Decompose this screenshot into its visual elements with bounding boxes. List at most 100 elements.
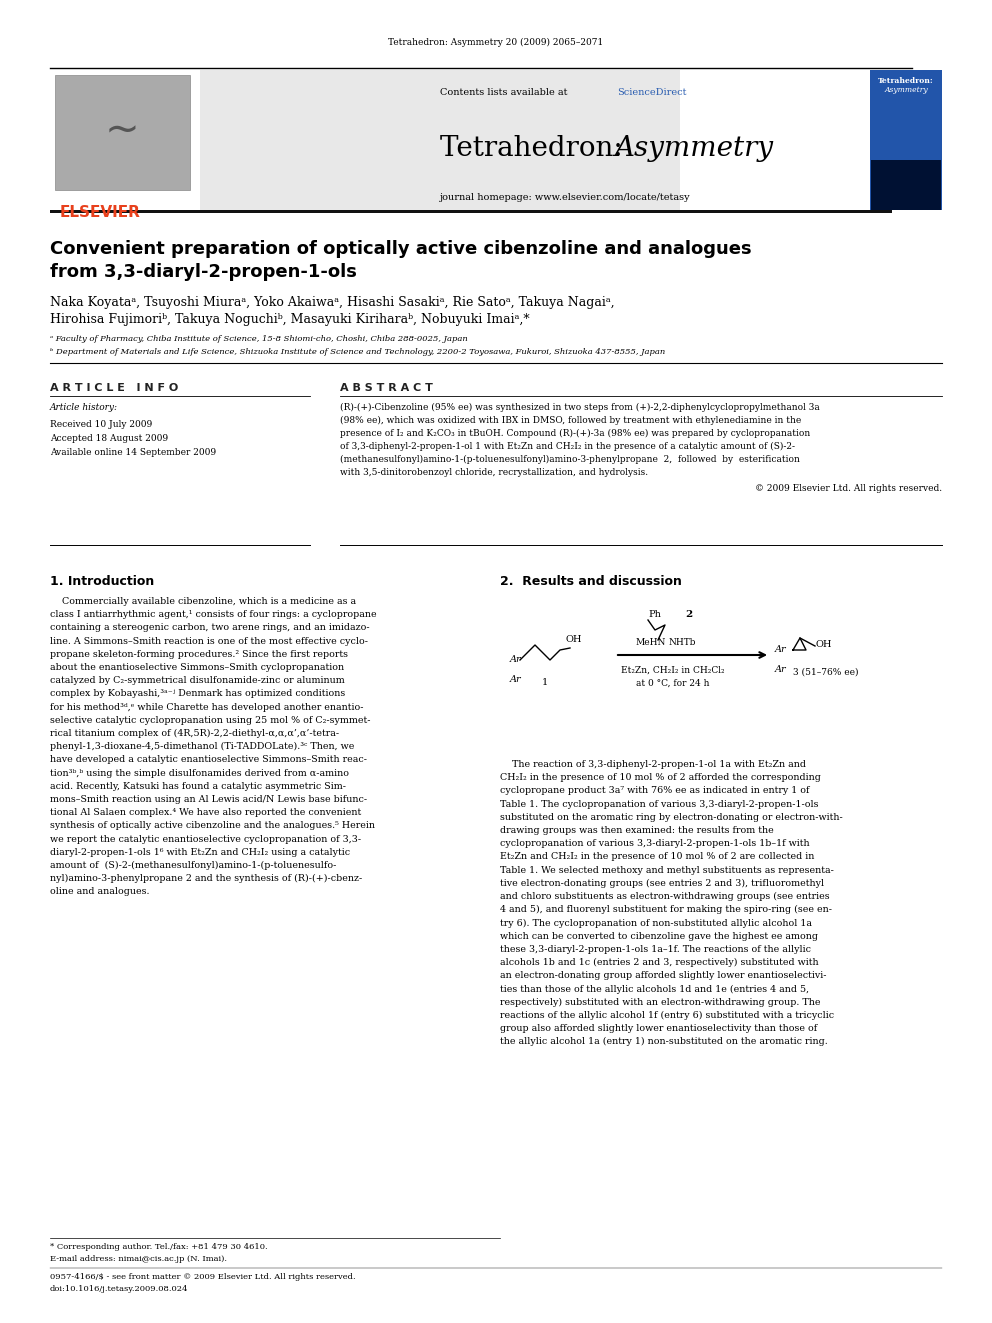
- Text: Convenient preparation of optically active cibenzoline and analogues: Convenient preparation of optically acti…: [50, 239, 752, 258]
- Text: containing a stereogenic carbon, two arene rings, and an imidazo-: containing a stereogenic carbon, two are…: [50, 623, 370, 632]
- Text: reactions of the allylic alcohol 1f (entry 6) substituted with a tricyclic: reactions of the allylic alcohol 1f (ent…: [500, 1011, 834, 1020]
- Text: Contents lists available at: Contents lists available at: [440, 89, 570, 97]
- Text: and chloro substituents as electron-withdrawing groups (see entries: and chloro substituents as electron-with…: [500, 892, 829, 901]
- Text: synthesis of optically active cibenzoline and the analogues.⁵ Herein: synthesis of optically active cibenzolin…: [50, 822, 375, 831]
- Text: ᵇ Department of Materials and Life Science, Shizuoka Institute of Science and Te: ᵇ Department of Materials and Life Scien…: [50, 348, 666, 356]
- Text: * Corresponding author. Tel./fax: +81 479 30 4610.: * Corresponding author. Tel./fax: +81 47…: [50, 1244, 268, 1252]
- Text: Ar: Ar: [510, 675, 522, 684]
- Text: an electron-donating group afforded slightly lower enantioselectivi-: an electron-donating group afforded slig…: [500, 971, 826, 980]
- Text: Hirohisa Fujimoriᵇ, Takuya Noguchiᵇ, Masayuki Kiriharaᵇ, Nobuyuki Imaiᵃ,*: Hirohisa Fujimoriᵇ, Takuya Noguchiᵇ, Mas…: [50, 314, 530, 325]
- Text: Tetrahedron: Asymmetry 20 (2009) 2065–2071: Tetrahedron: Asymmetry 20 (2009) 2065–20…: [389, 38, 603, 48]
- Text: diaryl-2-propen-1-ols 1⁶ with Et₂Zn and CH₂I₂ using a catalytic: diaryl-2-propen-1-ols 1⁶ with Et₂Zn and …: [50, 848, 350, 857]
- Text: line. A Simmons–Smith reaction is one of the most effective cyclo-: line. A Simmons–Smith reaction is one of…: [50, 636, 368, 646]
- Text: from 3,3-diaryl-2-propen-1-ols: from 3,3-diaryl-2-propen-1-ols: [50, 263, 357, 280]
- Text: Et₂Zn and CH₂I₂ in the presence of 10 mol % of 2 are collected in: Et₂Zn and CH₂I₂ in the presence of 10 mo…: [500, 852, 814, 861]
- Text: cyclopropane product 3a⁷ with 76% ee as indicated in entry 1 of: cyclopropane product 3a⁷ with 76% ee as …: [500, 786, 809, 795]
- Text: 4 and 5), and fluorenyl substituent for making the spiro-ring (see en-: 4 and 5), and fluorenyl substituent for …: [500, 905, 832, 914]
- Text: Tetrahedron:: Tetrahedron:: [878, 77, 933, 85]
- Text: A B S T R A C T: A B S T R A C T: [340, 382, 433, 393]
- Text: ties than those of the allylic alcohols 1d and 1e (entries 4 and 5,: ties than those of the allylic alcohols …: [500, 984, 809, 994]
- Text: Ph: Ph: [649, 610, 662, 619]
- Text: selective catalytic cyclopropanation using 25 mol % of C₂-symmet-: selective catalytic cyclopropanation usi…: [50, 716, 370, 725]
- Text: The reaction of 3,3-diphenyl-2-propen-1-ol 1a with Et₂Zn and: The reaction of 3,3-diphenyl-2-propen-1-…: [500, 759, 806, 769]
- Text: doi:10.1016/j.tetasy.2009.08.024: doi:10.1016/j.tetasy.2009.08.024: [50, 1285, 188, 1293]
- Text: complex by Kobayashi,³ᵃ⁻ʲ Denmark has optimized conditions: complex by Kobayashi,³ᵃ⁻ʲ Denmark has op…: [50, 689, 345, 699]
- Text: CH₂I₂ in the presence of 10 mol % of 2 afforded the corresponding: CH₂I₂ in the presence of 10 mol % of 2 a…: [500, 773, 820, 782]
- Text: Ar: Ar: [510, 655, 522, 664]
- Text: Et₂Zn, CH₂I₂ in CH₂Cl₂: Et₂Zn, CH₂I₂ in CH₂Cl₂: [621, 665, 725, 675]
- Text: ELSEVIER: ELSEVIER: [60, 205, 141, 220]
- Text: the allylic alcohol 1a (entry 1) non-substituted on the aromatic ring.: the allylic alcohol 1a (entry 1) non-sub…: [500, 1037, 827, 1046]
- Bar: [50, 210, 892, 213]
- Text: 2.  Results and discussion: 2. Results and discussion: [500, 576, 682, 587]
- Text: OH: OH: [815, 640, 831, 650]
- Text: drawing groups was then examined: the results from the: drawing groups was then examined: the re…: [500, 826, 774, 835]
- Text: acid. Recently, Katsuki has found a catalytic asymmetric Sim-: acid. Recently, Katsuki has found a cata…: [50, 782, 346, 791]
- Text: Asymmetry: Asymmetry: [614, 135, 773, 161]
- Text: (98% ee), which was oxidized with IBX in DMSO, followed by treatment with ethyle: (98% ee), which was oxidized with IBX in…: [340, 415, 802, 425]
- Text: alcohols 1b and 1c (entries 2 and 3, respectively) substituted with: alcohols 1b and 1c (entries 2 and 3, res…: [500, 958, 818, 967]
- Text: Accepted 18 August 2009: Accepted 18 August 2009: [50, 434, 168, 443]
- Text: Asymmetry: Asymmetry: [884, 86, 928, 94]
- Text: Ar: Ar: [775, 665, 787, 673]
- Text: Naka Koyataᵃ, Tsuyoshi Miuraᵃ, Yoko Akaiwaᵃ, Hisashi Sasakiᵃ, Rie Satoᵃ, Takuya : Naka Koyataᵃ, Tsuyoshi Miuraᵃ, Yoko Akai…: [50, 296, 615, 310]
- Text: amount of  (S)-2-(methanesulfonyl)amino-1-(p-toluenesulfo-: amount of (S)-2-(methanesulfonyl)amino-1…: [50, 861, 336, 871]
- Text: E-mail address: nimai@cis.ac.jp (N. Imai).: E-mail address: nimai@cis.ac.jp (N. Imai…: [50, 1256, 227, 1263]
- Text: mons–Smith reaction using an Al Lewis acid/N Lewis base bifunc-: mons–Smith reaction using an Al Lewis ac…: [50, 795, 367, 804]
- Text: ᵃ Faculty of Pharmacy, Chiba Institute of Science, 15-8 Shiomi-cho, Choshi, Chib: ᵃ Faculty of Pharmacy, Chiba Institute o…: [50, 335, 468, 343]
- Text: of 3,3-diphenyl-2-propen-1-ol 1 with Et₂Zn and CH₂I₂ in the presence of a cataly: of 3,3-diphenyl-2-propen-1-ol 1 with Et₂…: [340, 442, 795, 451]
- Text: try 6). The cyclopropanation of non-substituted allylic alcohol 1a: try 6). The cyclopropanation of non-subs…: [500, 918, 812, 927]
- Text: (methanesulfonyl)amino-1-(p-toluenesulfonyl)amino-3-phenylpropane  2,  followed : (methanesulfonyl)amino-1-(p-toluenesulfo…: [340, 455, 800, 464]
- Text: OH: OH: [565, 635, 581, 644]
- Text: Commercially available cibenzoline, which is a medicine as a: Commercially available cibenzoline, whic…: [50, 597, 356, 606]
- Text: respectively) substituted with an electron-withdrawing group. The: respectively) substituted with an electr…: [500, 998, 820, 1007]
- Text: 2: 2: [685, 610, 692, 619]
- Text: Available online 14 September 2009: Available online 14 September 2009: [50, 448, 216, 456]
- Text: which can be converted to cibenzoline gave the highest ee among: which can be converted to cibenzoline ga…: [500, 931, 818, 941]
- Text: have developed a catalytic enantioselective Simmons–Smith reac-: have developed a catalytic enantioselect…: [50, 755, 367, 765]
- Text: Article history:: Article history:: [50, 404, 118, 411]
- Bar: [55, 75, 190, 191]
- Text: cyclopropanation of various 3,3-diaryl-2-propen-1-ols 1b–1f with: cyclopropanation of various 3,3-diaryl-2…: [500, 839, 809, 848]
- Text: phenyl-1,3-dioxane-4,5-dimethanol (Ti-TADDOLate).³ᶜ Then, we: phenyl-1,3-dioxane-4,5-dimethanol (Ti-TA…: [50, 742, 354, 751]
- Text: journal homepage: www.elsevier.com/locate/tetasy: journal homepage: www.elsevier.com/locat…: [440, 193, 690, 202]
- Text: Table 1. The cyclopropanation of various 3,3-diaryl-2-propen-1-ols: Table 1. The cyclopropanation of various…: [500, 799, 818, 808]
- Text: about the enantioselective Simmons–Smith cyclopropanation: about the enantioselective Simmons–Smith…: [50, 663, 344, 672]
- Bar: [200, 70, 680, 210]
- Bar: [870, 70, 942, 210]
- Text: 3 (51–76% ee): 3 (51–76% ee): [793, 668, 858, 677]
- Text: Tetrahedron:: Tetrahedron:: [440, 135, 632, 161]
- Text: © 2009 Elsevier Ltd. All rights reserved.: © 2009 Elsevier Ltd. All rights reserved…: [755, 484, 942, 493]
- Bar: [50, 70, 200, 210]
- Text: tional Al Salaen complex.⁴ We have also reported the convenient: tional Al Salaen complex.⁴ We have also …: [50, 808, 361, 818]
- Text: class I antiarrhythmic agent,¹ consists of four rings: a cyclopropane: class I antiarrhythmic agent,¹ consists …: [50, 610, 377, 619]
- Text: Table 1. We selected methoxy and methyl substituents as representa-: Table 1. We selected methoxy and methyl …: [500, 865, 834, 875]
- Text: at 0 °C, for 24 h: at 0 °C, for 24 h: [636, 679, 709, 688]
- Bar: [871, 160, 941, 210]
- Text: nyl)amino-3-phenylpropane 2 and the synthesis of (R)-(+)-cbenz-: nyl)amino-3-phenylpropane 2 and the synt…: [50, 875, 362, 884]
- Text: group also afforded slightly lower enantioselectivity than those of: group also afforded slightly lower enant…: [500, 1024, 817, 1033]
- Text: presence of I₂ and K₂CO₃ in tBuOH. Compound (R)-(+)-3a (98% ee) was prepared by : presence of I₂ and K₂CO₃ in tBuOH. Compo…: [340, 429, 810, 438]
- Text: catalyzed by C₂-symmetrical disulfonamide-zinc or aluminum: catalyzed by C₂-symmetrical disulfonamid…: [50, 676, 345, 685]
- Text: A R T I C L E   I N F O: A R T I C L E I N F O: [50, 382, 179, 393]
- Text: oline and analogues.: oline and analogues.: [50, 888, 150, 897]
- Text: propane skeleton-forming procedures.² Since the first reports: propane skeleton-forming procedures.² Si…: [50, 650, 348, 659]
- Text: substituted on the aromatic ring by electron-donating or electron-with-: substituted on the aromatic ring by elec…: [500, 812, 843, 822]
- Text: MeHN: MeHN: [635, 638, 666, 647]
- Text: tive electron-donating groups (see entries 2 and 3), trifluoromethyl: tive electron-donating groups (see entri…: [500, 878, 824, 888]
- Text: NHTb: NHTb: [668, 638, 695, 647]
- Text: rical titanium complex of (4R,5R)-2,2-diethyl-α,α,α’,α’-tetra-: rical titanium complex of (4R,5R)-2,2-di…: [50, 729, 339, 738]
- Text: we report the catalytic enantioselective cyclopropanation of 3,3-: we report the catalytic enantioselective…: [50, 835, 361, 844]
- Text: Ar: Ar: [775, 646, 787, 654]
- Text: with 3,5-dinitorobenzoyl chloride, recrystallization, and hydrolysis.: with 3,5-dinitorobenzoyl chloride, recry…: [340, 468, 648, 478]
- Text: 0957-4166/$ - see front matter © 2009 Elsevier Ltd. All rights reserved.: 0957-4166/$ - see front matter © 2009 El…: [50, 1273, 355, 1281]
- Text: ~: ~: [104, 108, 140, 151]
- Text: tion³ᵇ,ᵇ using the simple disulfonamides derived from α-amino: tion³ᵇ,ᵇ using the simple disulfonamides…: [50, 769, 349, 778]
- Text: 1. Introduction: 1. Introduction: [50, 576, 154, 587]
- Text: (R)-(+)-Cibenzoline (95% ee) was synthesized in two steps from (+)-2,2-diphenylc: (R)-(+)-Cibenzoline (95% ee) was synthes…: [340, 404, 819, 413]
- Text: ScienceDirect: ScienceDirect: [617, 89, 686, 97]
- Text: these 3,3-diaryl-2-propen-1-ols 1a–1f. The reactions of the allylic: these 3,3-diaryl-2-propen-1-ols 1a–1f. T…: [500, 945, 811, 954]
- Text: Received 10 July 2009: Received 10 July 2009: [50, 419, 152, 429]
- Text: 1: 1: [542, 677, 549, 687]
- Text: for his method³ᵈ,ᵉ while Charette has developed another enantio-: for his method³ᵈ,ᵉ while Charette has de…: [50, 703, 363, 712]
